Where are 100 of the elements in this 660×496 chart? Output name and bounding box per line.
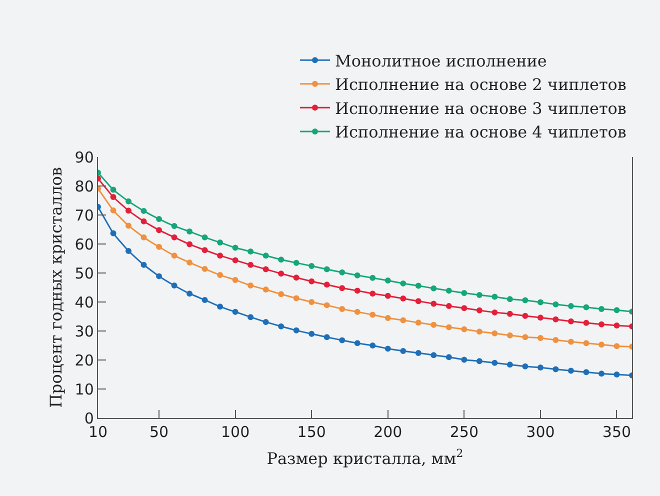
- y-tick-label: 60: [74, 235, 94, 254]
- point: [324, 282, 330, 288]
- point: [324, 266, 330, 272]
- point: [506, 296, 513, 302]
- point: [461, 290, 468, 296]
- point: [552, 316, 559, 322]
- point: [384, 278, 391, 284]
- point: [354, 288, 360, 294]
- point: [476, 328, 482, 335]
- point: [552, 336, 559, 343]
- point: [248, 262, 254, 268]
- point: [217, 240, 224, 246]
- point: [354, 272, 360, 278]
- y-tick-label: 20: [74, 351, 94, 370]
- point: [537, 334, 544, 341]
- point: [370, 290, 376, 297]
- point: [614, 307, 620, 314]
- x-tick-label: 150: [297, 423, 326, 442]
- point: [492, 360, 498, 366]
- point: [126, 208, 132, 214]
- point: [308, 330, 315, 337]
- point: [262, 266, 269, 272]
- point: [202, 247, 208, 254]
- point: [126, 248, 132, 254]
- point: [126, 198, 132, 204]
- point: [370, 274, 376, 281]
- y-tick-label: 50: [74, 264, 94, 282]
- point: [202, 266, 208, 272]
- point: [171, 234, 178, 240]
- point: [232, 276, 238, 283]
- point: [446, 303, 452, 310]
- point: [186, 260, 193, 266]
- point: [552, 301, 559, 308]
- point: [339, 306, 346, 312]
- point: [186, 290, 193, 297]
- point: [308, 299, 315, 305]
- point: [522, 297, 528, 304]
- point: [384, 346, 391, 352]
- point: [614, 322, 620, 328]
- point: [293, 274, 300, 281]
- point: [202, 296, 208, 303]
- point: [415, 282, 422, 289]
- point: [293, 295, 300, 302]
- x-tick-label: 100: [220, 423, 250, 442]
- point: [476, 307, 482, 314]
- x-tick-label: 300: [526, 423, 555, 442]
- y-tick-label: 90: [74, 148, 94, 166]
- point: [430, 322, 437, 328]
- point: [171, 282, 178, 288]
- point: [415, 298, 422, 304]
- point: [476, 358, 482, 364]
- point: [461, 356, 468, 363]
- point: [278, 323, 284, 330]
- point: [598, 370, 604, 377]
- point: [446, 354, 452, 360]
- point: [308, 263, 315, 270]
- point: [262, 252, 269, 259]
- point: [248, 314, 254, 320]
- y-tick-label: 10: [74, 380, 94, 398]
- point: [583, 320, 590, 326]
- point: [415, 350, 422, 356]
- point: [400, 280, 406, 286]
- point: [430, 300, 437, 307]
- point: [262, 319, 269, 326]
- point: [384, 314, 391, 321]
- x-tick-label: 50: [149, 423, 169, 442]
- point: [339, 285, 346, 292]
- point: [140, 218, 147, 224]
- point: [171, 223, 178, 230]
- point: [354, 340, 360, 346]
- point: [186, 241, 193, 248]
- point: [110, 194, 116, 200]
- point: [384, 292, 391, 299]
- y-tick-label: 40: [74, 293, 94, 312]
- point: [598, 321, 604, 328]
- y-tick-label: 80: [74, 177, 94, 196]
- point: [370, 312, 376, 318]
- point: [568, 303, 574, 310]
- point: [537, 364, 544, 371]
- point: [293, 327, 300, 334]
- point: [156, 273, 162, 280]
- point: [583, 369, 590, 376]
- point: [324, 302, 330, 308]
- legend-label: Исполнение на основе 4 чиплетов: [335, 122, 626, 142]
- point: [324, 334, 330, 340]
- point: [186, 228, 193, 235]
- point: [537, 314, 544, 321]
- point: [430, 285, 437, 292]
- point: [110, 186, 116, 193]
- point: [232, 257, 238, 264]
- point: [400, 317, 406, 324]
- point: [110, 207, 116, 214]
- point: [156, 216, 162, 222]
- point: [400, 296, 406, 302]
- point: [461, 305, 468, 312]
- point: [446, 288, 452, 294]
- point: [354, 308, 360, 315]
- point: [339, 337, 346, 344]
- point: [110, 230, 116, 236]
- point: [339, 269, 346, 276]
